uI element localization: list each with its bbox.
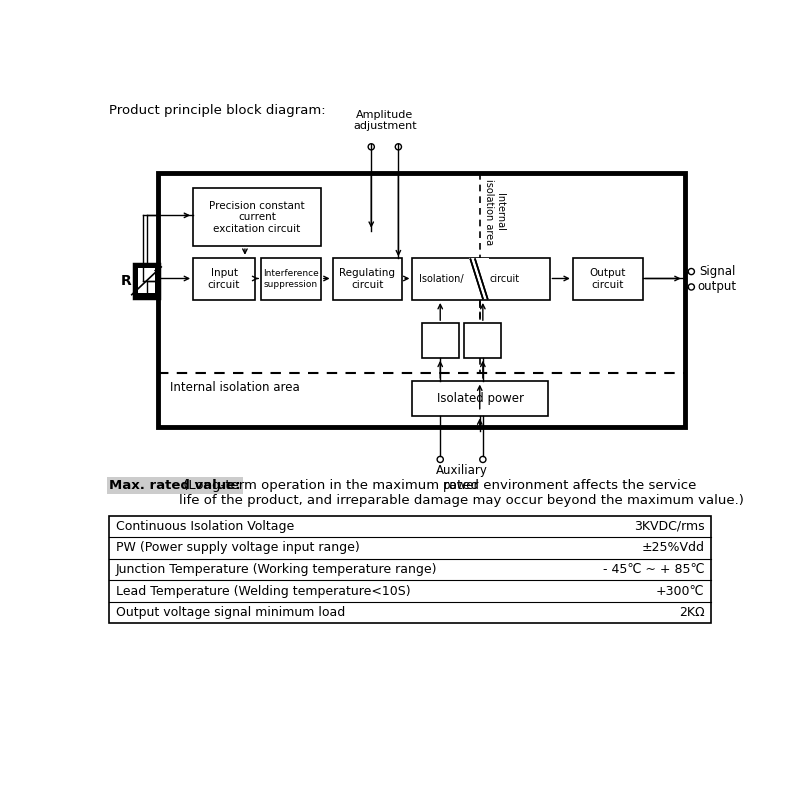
Text: Auxiliary
power: Auxiliary power xyxy=(436,464,487,492)
Bar xyxy=(469,258,489,298)
Text: circuit: circuit xyxy=(489,274,519,284)
Text: (Long-term operation in the maximum rated environment affects the service
life o: (Long-term operation in the maximum rate… xyxy=(179,478,744,506)
Text: Isolated power: Isolated power xyxy=(437,392,524,405)
Bar xyxy=(193,188,321,246)
Text: Internal
isolation area: Internal isolation area xyxy=(484,179,506,246)
Text: R: R xyxy=(120,274,131,288)
Text: Output voltage signal minimum load: Output voltage signal minimum load xyxy=(115,606,345,619)
Text: Interference
suppression: Interference suppression xyxy=(263,269,319,289)
Bar xyxy=(412,258,550,300)
Text: Continuous Isolation Voltage: Continuous Isolation Voltage xyxy=(115,520,294,533)
Bar xyxy=(412,381,548,415)
Bar xyxy=(134,264,159,298)
Text: 3KVDC/rms: 3KVDC/rms xyxy=(634,520,705,533)
Text: Input
circuit: Input circuit xyxy=(208,268,240,290)
Text: Max. rated value:: Max. rated value: xyxy=(110,478,241,492)
Bar xyxy=(110,516,710,623)
Text: Product principle block diagram:: Product principle block diagram: xyxy=(110,104,326,117)
Text: Isolation/: Isolation/ xyxy=(418,274,463,284)
Bar xyxy=(333,258,402,300)
Bar xyxy=(193,258,255,300)
Text: Internal isolation area: Internal isolation area xyxy=(170,381,299,394)
Text: - 45℃ ~ + 85℃: - 45℃ ~ + 85℃ xyxy=(603,563,705,576)
Text: Precision constant
current
excitation circuit: Precision constant current excitation ci… xyxy=(209,201,305,234)
Bar xyxy=(464,323,502,358)
Text: Junction Temperature (Working temperature range): Junction Temperature (Working temperatur… xyxy=(115,563,437,576)
Text: Lead Temperature (Welding temperature<10S): Lead Temperature (Welding temperature<10… xyxy=(115,585,410,598)
Text: 2KΩ: 2KΩ xyxy=(679,606,705,619)
Bar xyxy=(422,323,459,358)
Bar xyxy=(158,173,685,427)
Bar xyxy=(573,258,642,300)
Bar xyxy=(138,269,155,293)
Text: +300℃: +300℃ xyxy=(656,585,705,598)
Text: ±25%Vdd: ±25%Vdd xyxy=(642,542,705,554)
Text: Regulating
circuit: Regulating circuit xyxy=(339,268,395,290)
Bar xyxy=(262,258,321,300)
Text: PW (Power supply voltage input range): PW (Power supply voltage input range) xyxy=(115,542,359,554)
Text: Amplitude
adjustment: Amplitude adjustment xyxy=(353,110,417,131)
Text: Signal
output: Signal output xyxy=(698,266,737,294)
Text: Output
circuit: Output circuit xyxy=(590,268,626,290)
